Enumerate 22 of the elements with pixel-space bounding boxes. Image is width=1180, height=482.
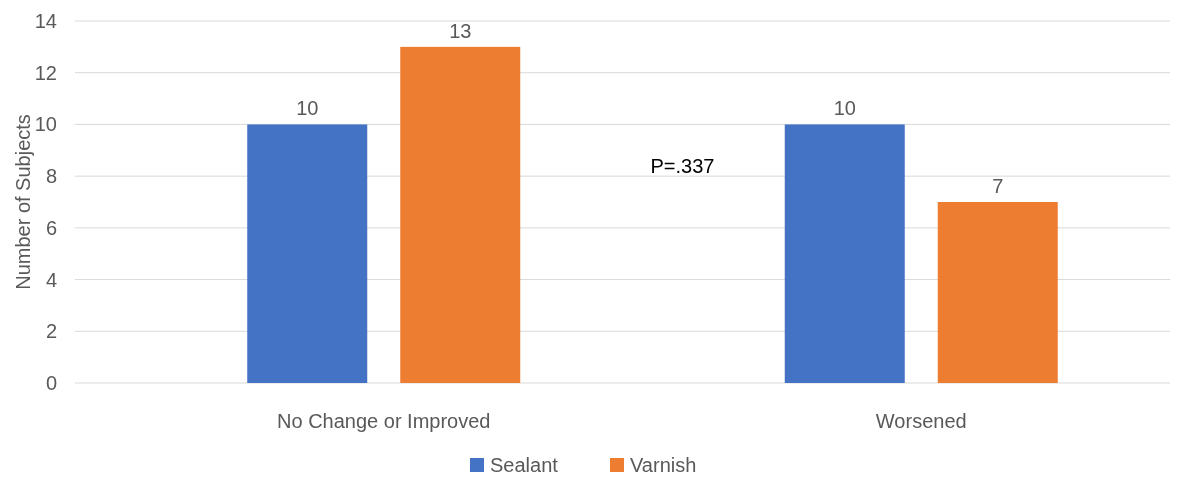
y-tick-label: 6: [45, 216, 57, 239]
legend-label: Varnish: [630, 454, 697, 476]
x-tick-label: No Change or Improved: [277, 410, 491, 432]
data-label: 7: [992, 175, 1004, 197]
legend-label: Sealant: [490, 454, 559, 476]
data-label: 10: [296, 97, 319, 120]
y-tick-label: 12: [34, 61, 57, 84]
y-tick-label: 14: [34, 10, 57, 32]
data-label: 10: [833, 97, 856, 120]
y-tick-label: 4: [45, 268, 57, 291]
bar: [247, 124, 368, 383]
y-tick-label: 2: [45, 320, 57, 343]
y-tick-label: 0: [45, 372, 57, 394]
y-tick-label: 8: [45, 165, 57, 188]
bar: [784, 124, 905, 383]
y-tick-label: 10: [34, 113, 57, 136]
x-tick-label: Worsened: [875, 410, 967, 432]
bar: [937, 202, 1058, 383]
y-axis-title: Number of Subjects: [12, 114, 34, 290]
annotation: P=.337: [650, 154, 715, 177]
data-label: 13: [449, 19, 472, 42]
bar: [400, 46, 521, 383]
